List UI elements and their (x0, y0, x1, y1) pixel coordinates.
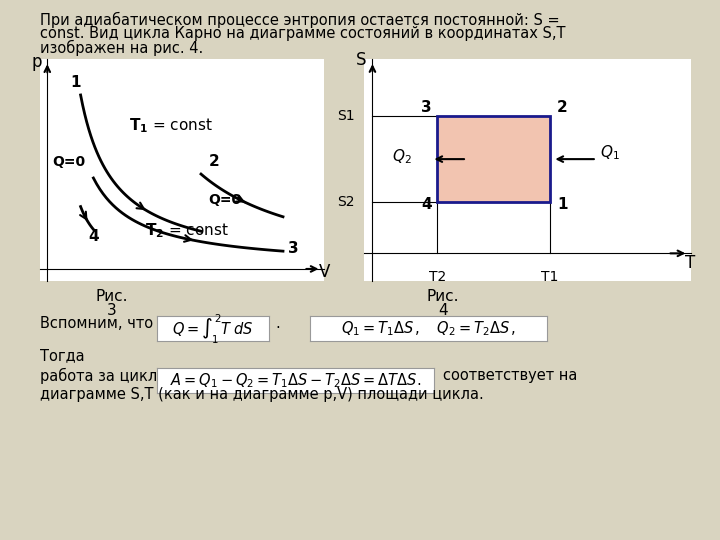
Text: S2: S2 (337, 195, 355, 209)
Text: 1: 1 (557, 198, 567, 212)
Text: S: S (356, 51, 366, 69)
Text: Q=0: Q=0 (53, 155, 86, 169)
Text: Вспомним, что: Вспомним, что (40, 316, 153, 331)
Text: 3: 3 (107, 303, 117, 319)
Text: $Q_1 = T_1\Delta S\,,\quad Q_2 = T_2\Delta S\,,$: $Q_1 = T_1\Delta S\,,\quad Q_2 = T_2\Del… (341, 320, 516, 338)
Bar (437, 116, 549, 202)
Text: $Q_1$: $Q_1$ (600, 143, 619, 162)
Text: 3: 3 (288, 241, 299, 256)
Text: .: . (276, 316, 281, 331)
Text: 1: 1 (71, 75, 81, 90)
Text: соответствует на: соответствует на (443, 368, 577, 383)
Text: Тогда: Тогда (40, 348, 84, 363)
Text: 4: 4 (438, 303, 448, 319)
Text: S1: S1 (337, 109, 355, 123)
Text: 4: 4 (89, 230, 99, 244)
Text: const. Вид цикла Карно на диаграмме состояний в координатах S,T: const. Вид цикла Карно на диаграмме сост… (40, 26, 565, 41)
Text: работа за цикл: работа за цикл (40, 368, 157, 384)
Text: $Q = \int_1^2 T\;dS$: $Q = \int_1^2 T\;dS$ (172, 312, 253, 346)
Text: V: V (319, 263, 330, 281)
Text: p: p (32, 53, 42, 71)
Text: изображен на рис. 4.: изображен на рис. 4. (40, 40, 203, 56)
Text: $\mathbf{T_1}$ = const: $\mathbf{T_1}$ = const (130, 117, 213, 135)
Text: $Q_2$: $Q_2$ (392, 147, 411, 166)
Text: Рис.: Рис. (426, 289, 459, 305)
Text: При адиабатическом процессе энтропия остается постоянной: S =: При адиабатическом процессе энтропия ост… (40, 12, 559, 28)
Text: T: T (685, 254, 696, 272)
Text: Q=0: Q=0 (209, 193, 242, 207)
Text: T2: T2 (428, 270, 446, 284)
Text: 2: 2 (209, 154, 220, 169)
Text: 2: 2 (557, 100, 567, 116)
Text: $A = Q_1 - Q_2 = T_1\Delta S - T_2\Delta S = \Delta T\Delta S.$: $A = Q_1 - Q_2 = T_1\Delta S - T_2\Delta… (170, 372, 421, 390)
Text: Рис.: Рис. (95, 289, 128, 305)
Text: T1: T1 (541, 270, 558, 284)
Text: 3: 3 (421, 100, 432, 116)
Text: диаграмме S,T (как и на диаграмме p,V) площади цикла.: диаграмме S,T (как и на диаграмме p,V) п… (40, 387, 483, 402)
Text: 4: 4 (421, 198, 432, 212)
Text: $\mathbf{T_2}$ = const: $\mathbf{T_2}$ = const (145, 221, 228, 240)
